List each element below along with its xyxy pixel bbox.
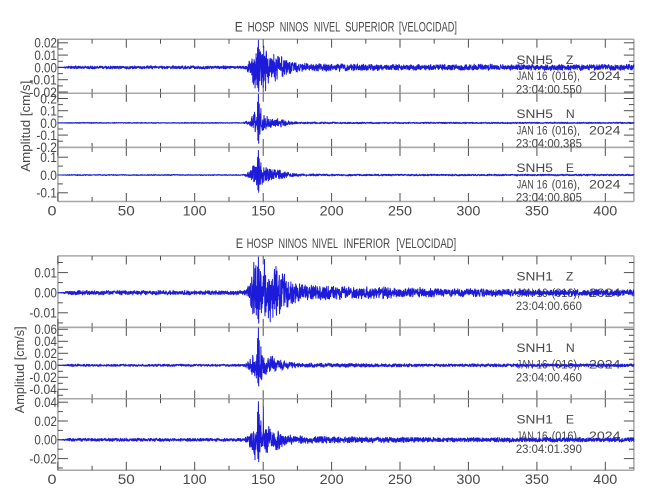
svg-text:300: 300: [456, 471, 480, 487]
svg-text:SNH5: SNH5: [516, 53, 553, 67]
svg-text:(016),: (016),: [552, 123, 581, 137]
svg-text:HOSP: HOSP: [248, 19, 275, 35]
svg-text:-0.04: -0.04: [29, 381, 57, 397]
svg-text:HOSP: HOSP: [247, 235, 274, 251]
svg-text:0.02: 0.02: [34, 413, 57, 429]
svg-text:0.04: 0.04: [34, 394, 57, 410]
svg-text:350: 350: [525, 202, 549, 218]
svg-text:23:04:00.385: 23:04:00.385: [516, 137, 582, 151]
svg-text:Amplitud [cm/s]: Amplitud [cm/s]: [18, 81, 33, 172]
svg-text:JAN: JAN: [517, 357, 534, 371]
svg-text:400: 400: [593, 202, 617, 218]
svg-text:SNH1: SNH1: [516, 341, 553, 355]
svg-text:-0.2: -0.2: [36, 139, 57, 155]
svg-text:50: 50: [118, 471, 135, 487]
svg-text:SNH5: SNH5: [516, 107, 553, 121]
svg-text:SUPERIOR: SUPERIOR: [345, 19, 394, 35]
svg-text:16: 16: [537, 69, 548, 83]
svg-text:0: 0: [48, 471, 57, 487]
svg-text:16: 16: [537, 429, 548, 443]
svg-text:16: 16: [537, 123, 548, 137]
svg-text:0.00: 0.00: [34, 432, 57, 448]
svg-text:0: 0: [48, 202, 57, 218]
svg-text:2024: 2024: [589, 69, 621, 83]
svg-text:350: 350: [525, 471, 549, 487]
svg-text:23:04:00.805: 23:04:00.805: [516, 191, 582, 205]
svg-text:0.06: 0.06: [34, 321, 57, 337]
svg-text:250: 250: [388, 202, 412, 218]
svg-text:(016),: (016),: [552, 177, 581, 191]
svg-text:0.01: 0.01: [34, 47, 57, 63]
svg-text:NINOS: NINOS: [279, 235, 308, 251]
svg-text:2024: 2024: [589, 123, 621, 137]
svg-text:400: 400: [593, 471, 617, 487]
svg-text:150: 150: [251, 202, 275, 218]
svg-text:[VELOCIDAD]: [VELOCIDAD]: [399, 19, 457, 35]
svg-text:Amplitud [cm/s]: Amplitud [cm/s]: [12, 326, 27, 413]
svg-text:SNH1: SNH1: [516, 270, 553, 284]
svg-text:0.1: 0.1: [40, 103, 57, 119]
svg-text:N: N: [566, 341, 575, 355]
svg-text:JAN: JAN: [517, 177, 534, 191]
svg-text:INFERIOR: INFERIOR: [344, 235, 391, 251]
svg-text:23:04:00.550: 23:04:00.550: [516, 83, 582, 97]
svg-text:Z: Z: [566, 270, 574, 284]
svg-text:16: 16: [537, 177, 548, 191]
svg-text:0.04: 0.04: [34, 333, 57, 349]
svg-text:-0.02: -0.02: [29, 451, 57, 467]
svg-text:-0.01: -0.01: [29, 72, 57, 88]
svg-text:SNH1: SNH1: [516, 412, 553, 426]
svg-text:0.2: 0.2: [40, 90, 57, 106]
svg-text:[VELOCIDAD]: [VELOCIDAD]: [396, 235, 456, 251]
svg-text:0.0: 0.0: [40, 167, 57, 183]
svg-text:JAN: JAN: [517, 69, 534, 83]
svg-text:E: E: [235, 19, 243, 35]
svg-text:0.00: 0.00: [34, 285, 57, 301]
svg-text:23:04:01.390: 23:04:01.390: [516, 442, 582, 456]
svg-text:0.00: 0.00: [34, 59, 57, 75]
svg-text:0.00: 0.00: [34, 357, 57, 373]
svg-text:NINOS: NINOS: [280, 19, 309, 35]
svg-text:0.02: 0.02: [34, 35, 57, 51]
svg-text:N: N: [566, 107, 575, 121]
svg-text:-0.1: -0.1: [36, 127, 57, 143]
svg-text:100: 100: [183, 202, 207, 218]
svg-text:-0.1: -0.1: [36, 185, 57, 201]
svg-text:Z: Z: [566, 53, 574, 67]
svg-text:-0.02: -0.02: [29, 84, 57, 100]
svg-text:2024: 2024: [589, 177, 621, 191]
svg-text:50: 50: [118, 202, 135, 218]
svg-text:NIVEL: NIVEL: [312, 235, 338, 251]
svg-text:0.02: 0.02: [34, 345, 57, 361]
svg-text:-0.01: -0.01: [29, 305, 57, 321]
svg-text:100: 100: [183, 471, 207, 487]
svg-text:23:04:00.660: 23:04:00.660: [516, 299, 582, 313]
svg-text:250: 250: [388, 471, 412, 487]
svg-text:NIVEL: NIVEL: [314, 19, 340, 35]
svg-text:300: 300: [456, 202, 480, 218]
svg-text:0.01: 0.01: [34, 264, 57, 280]
svg-text:23:04:00.460: 23:04:00.460: [516, 371, 582, 385]
svg-text:E: E: [566, 161, 574, 175]
svg-text:0.1: 0.1: [40, 149, 57, 165]
svg-text:(016),: (016),: [552, 69, 581, 83]
svg-text:E: E: [236, 235, 243, 251]
svg-text:SNH5: SNH5: [516, 161, 553, 175]
svg-text:-0.02: -0.02: [29, 369, 57, 385]
svg-text:0.0: 0.0: [40, 115, 57, 131]
svg-text:150: 150: [251, 471, 275, 487]
svg-text:200: 200: [320, 202, 344, 218]
svg-text:JAN: JAN: [517, 123, 534, 137]
svg-text:E: E: [566, 412, 574, 426]
svg-text:200: 200: [320, 471, 344, 487]
